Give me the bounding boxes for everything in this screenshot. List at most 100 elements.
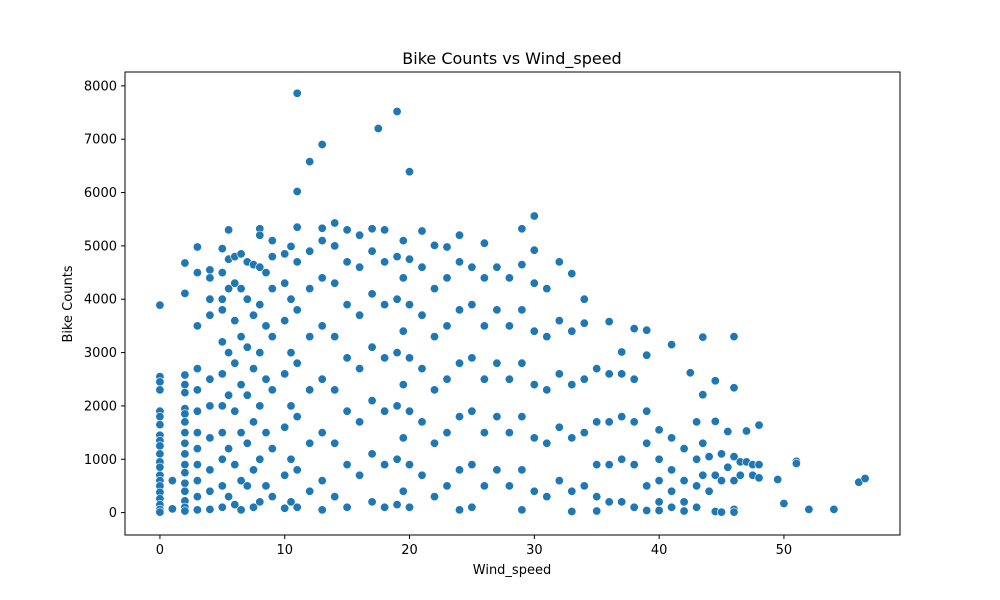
data-point xyxy=(317,321,327,331)
data-point xyxy=(217,428,227,438)
data-point xyxy=(417,417,427,427)
data-point xyxy=(467,406,477,416)
data-point xyxy=(529,380,539,390)
data-point xyxy=(217,337,227,347)
y-tick-label: 2000 xyxy=(84,399,117,414)
data-point xyxy=(667,340,677,350)
data-point xyxy=(492,412,502,422)
y-tick-label: 5000 xyxy=(84,239,117,254)
data-point xyxy=(167,476,177,486)
data-point xyxy=(280,470,290,480)
data-point xyxy=(205,486,215,496)
data-point xyxy=(479,481,489,491)
data-point xyxy=(729,383,739,393)
data-point xyxy=(236,476,246,486)
data-point xyxy=(192,460,202,470)
y-tick-label: 6000 xyxy=(84,186,117,201)
data-point xyxy=(192,476,202,486)
data-point xyxy=(205,310,215,320)
data-point xyxy=(380,460,390,470)
data-point xyxy=(592,460,602,470)
data-point xyxy=(492,465,502,475)
data-point xyxy=(754,420,764,430)
data-point xyxy=(729,476,739,486)
data-point xyxy=(517,358,527,368)
data-point xyxy=(242,294,252,304)
data-point xyxy=(317,236,327,246)
data-point xyxy=(517,505,527,515)
data-point xyxy=(579,318,589,328)
data-point xyxy=(604,417,614,427)
chart-title: Bike Counts vs Wind_speed xyxy=(402,49,621,69)
data-point xyxy=(342,257,352,267)
data-point xyxy=(592,364,602,374)
data-point xyxy=(679,444,689,454)
data-point xyxy=(230,316,240,326)
data-point xyxy=(517,260,527,270)
data-point xyxy=(380,257,390,267)
data-point xyxy=(454,230,464,240)
data-point xyxy=(192,385,202,395)
data-point xyxy=(698,332,708,342)
data-point xyxy=(567,326,577,336)
data-point xyxy=(504,481,514,491)
data-point xyxy=(392,500,402,510)
data-point xyxy=(230,278,240,288)
data-point xyxy=(629,502,639,512)
data-point xyxy=(180,478,190,488)
data-point xyxy=(255,401,265,411)
data-point xyxy=(286,348,296,358)
data-point xyxy=(342,406,352,416)
data-point xyxy=(205,465,215,475)
data-point xyxy=(292,187,302,197)
data-point xyxy=(529,245,539,255)
data-point xyxy=(180,258,190,268)
data-point xyxy=(342,502,352,512)
data-point xyxy=(710,416,720,426)
data-point xyxy=(205,265,215,275)
data-point xyxy=(679,476,689,486)
data-point xyxy=(261,428,271,438)
data-point xyxy=(685,368,695,378)
data-point xyxy=(155,377,165,387)
y-tick-label: 8000 xyxy=(84,79,117,94)
data-point xyxy=(454,412,464,422)
data-point xyxy=(567,269,577,279)
data-point xyxy=(217,401,227,411)
data-point xyxy=(654,497,664,507)
data-point xyxy=(317,505,327,515)
data-point xyxy=(180,380,190,390)
data-point xyxy=(342,353,352,363)
data-point xyxy=(517,412,527,422)
data-point xyxy=(692,481,702,491)
data-point xyxy=(292,222,302,232)
data-point xyxy=(255,300,265,310)
data-point xyxy=(192,444,202,454)
data-point xyxy=(654,505,664,515)
y-tick-label: 7000 xyxy=(84,133,117,148)
data-point xyxy=(217,502,227,512)
data-point xyxy=(542,385,552,395)
data-point xyxy=(192,268,202,278)
x-axis-label: Wind_speed xyxy=(473,563,551,578)
data-point xyxy=(479,238,489,248)
data-point xyxy=(380,225,390,235)
data-point xyxy=(417,262,427,272)
data-point xyxy=(542,438,552,448)
data-point xyxy=(224,444,234,454)
data-point xyxy=(442,321,452,331)
data-point xyxy=(355,417,365,427)
data-point xyxy=(255,230,265,240)
data-point xyxy=(224,492,234,502)
data-point xyxy=(654,425,664,435)
data-point xyxy=(180,417,190,427)
data-point xyxy=(330,241,340,251)
data-point xyxy=(404,300,414,310)
data-point xyxy=(267,444,277,454)
data-point xyxy=(642,325,652,335)
data-point xyxy=(367,497,377,507)
data-point xyxy=(442,273,452,283)
data-point xyxy=(604,317,614,327)
x-tick-label: 10 xyxy=(276,543,293,558)
data-point xyxy=(192,364,202,374)
